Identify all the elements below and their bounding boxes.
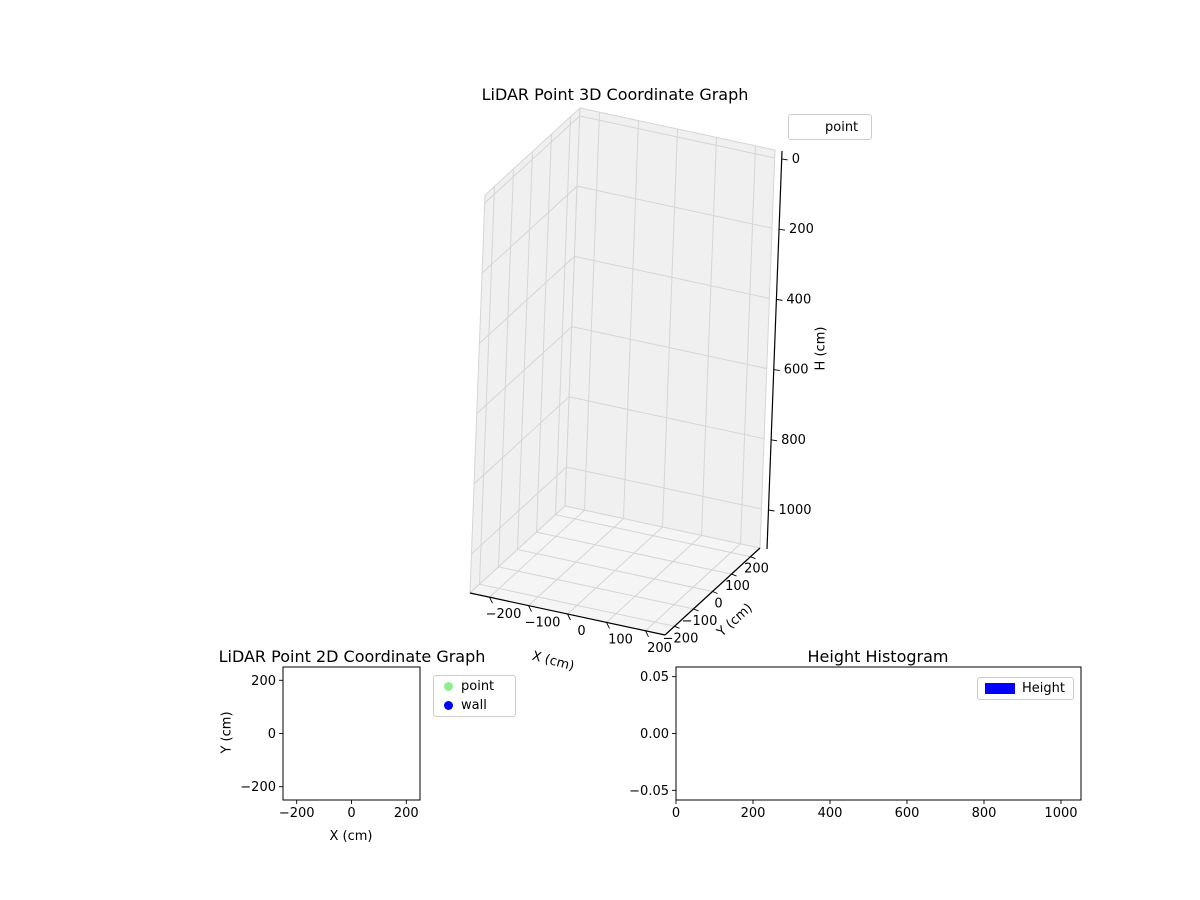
gridline <box>662 128 678 528</box>
gridline <box>479 583 675 627</box>
plot3d-title: LiDAR Point 3D Coordinate Graph <box>481 85 749 104</box>
legend-2d: point wall <box>433 675 516 717</box>
tick <box>781 158 788 161</box>
tick <box>606 622 610 629</box>
point-marker-icon <box>444 682 453 691</box>
axis-line <box>664 547 761 636</box>
axis-line <box>469 592 666 636</box>
ytick-label: 0.05 <box>640 670 669 685</box>
ytick-label: 0 <box>268 727 276 742</box>
gridline <box>498 168 514 567</box>
ztick-label: 1000 <box>778 503 811 518</box>
tick <box>567 613 571 621</box>
legend-label-wall: wall <box>461 698 487 713</box>
gridline <box>479 186 495 585</box>
plot2d-ylabel: Y (cm) <box>219 711 235 754</box>
ytick-label: 200 <box>744 562 769 577</box>
ztick-label: 800 <box>781 433 806 448</box>
gridline <box>584 112 600 511</box>
gridline <box>740 145 756 544</box>
ytick-label: 200 <box>251 674 276 689</box>
gridline <box>555 116 571 515</box>
xtick-label: −100 <box>525 616 561 631</box>
legend-label-height: Height <box>1022 681 1065 696</box>
xtick-label: 800 <box>972 806 997 821</box>
gridline <box>555 514 751 558</box>
xtick-label: −200 <box>279 806 315 821</box>
wall-marker-icon <box>444 701 453 710</box>
xtick-label: 600 <box>895 806 920 821</box>
xtick-label: −200 <box>486 607 522 622</box>
xtick-label: 200 <box>741 806 766 821</box>
axis-line <box>766 150 783 550</box>
legend-entry-wall: wall <box>440 696 509 715</box>
xtick-label: 0 <box>347 806 355 821</box>
legend-histogram: Height <box>977 677 1074 700</box>
tick <box>693 608 699 612</box>
legend-entry-point: point <box>440 677 509 696</box>
ytick-label: −100 <box>682 614 718 629</box>
xtick-label: 200 <box>647 641 672 656</box>
ytick-label: −200 <box>663 631 699 646</box>
ztick-label: 0 <box>792 152 800 167</box>
legend-label-point: point <box>461 679 495 694</box>
plot2d-title: LiDAR Point 2D Coordinate Graph <box>218 647 486 666</box>
xtick-label: 0 <box>577 624 585 639</box>
xtick-label: 400 <box>818 806 843 821</box>
tick <box>750 556 756 560</box>
ytick-label: 0.00 <box>640 727 669 742</box>
tick <box>712 591 718 594</box>
gridline <box>536 531 732 575</box>
tick <box>776 298 783 301</box>
tick <box>731 573 737 577</box>
xtick-label: 100 <box>608 632 633 647</box>
legend-marker-empty <box>797 122 819 132</box>
ztick-label: 400 <box>786 292 811 307</box>
tick <box>674 625 680 629</box>
ytick-label: 100 <box>725 579 750 594</box>
ztick-label: 600 <box>784 363 809 378</box>
tick <box>489 596 493 604</box>
xtick-label: 0 <box>672 806 680 821</box>
gridline <box>498 566 694 610</box>
plot3d-zlabel: H (cm) <box>813 326 829 371</box>
ytick-label: −0.05 <box>629 784 669 799</box>
xtick-label: 200 <box>394 806 419 821</box>
height-swatch-icon <box>985 683 1015 694</box>
plot2d-xlabel: X (cm) <box>329 829 373 844</box>
legend-3d: point <box>788 114 872 140</box>
axes-lidar-2d <box>282 666 421 801</box>
histogram-title: Height Histogram <box>807 647 949 666</box>
tick <box>768 509 775 512</box>
ytick-label: 0 <box>714 597 722 612</box>
xtick-label: 1000 <box>1044 806 1077 821</box>
ztick-label: 200 <box>789 222 814 237</box>
gridline <box>517 549 713 592</box>
tick <box>528 605 532 612</box>
gridline <box>536 134 552 533</box>
gridline <box>517 151 533 550</box>
tick <box>778 228 786 231</box>
legend-label-point: point <box>825 119 859 135</box>
tick <box>771 439 778 442</box>
tick <box>773 369 780 372</box>
ytick-label: −200 <box>240 780 276 795</box>
gridline <box>701 137 717 536</box>
gridline <box>623 120 639 519</box>
tick <box>645 630 649 638</box>
